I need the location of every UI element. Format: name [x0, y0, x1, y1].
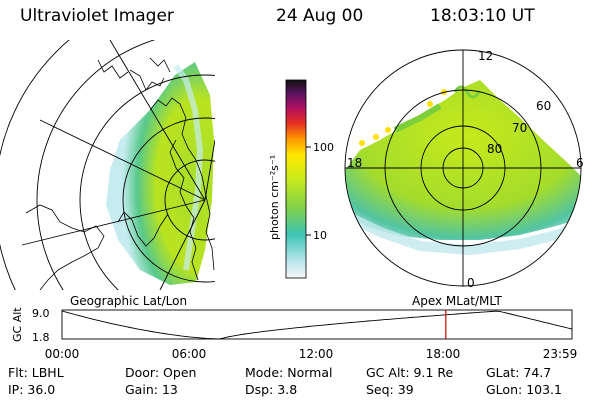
mlt-label-0: 0	[467, 276, 475, 290]
altitude-frame	[61, 309, 573, 340]
polar-grid	[344, 49, 582, 287]
instrument-title: Ultraviolet Imager	[20, 6, 174, 26]
geographic-map	[0, 40, 215, 290]
auroral-oval-geo	[106, 62, 214, 285]
info-glon: GLon: 103.1	[486, 382, 562, 397]
gc-alt-value: 9.1 Re	[413, 365, 454, 380]
mode-value: Normal	[287, 365, 333, 380]
info-seq: Seq: 39	[366, 382, 414, 397]
mlt-label-12: 12	[478, 49, 493, 63]
seq-value: 39	[397, 382, 414, 397]
mlat-label-60: 60	[536, 99, 551, 113]
gain-value: 13	[161, 382, 178, 397]
info-gain: Gain: 13	[125, 382, 178, 397]
header-date: 24 Aug 00	[276, 6, 364, 26]
altitude-curve	[61, 310, 573, 340]
door-value: Open	[163, 365, 197, 380]
mlat-label-80: 80	[487, 142, 502, 156]
colorbar-tick-100: 100	[313, 141, 334, 154]
polar-plot: 12 18 6 0 60 70 80	[344, 49, 584, 290]
time-tick-1200: 12:00	[299, 347, 334, 361]
info-glat: GLat: 74.7	[486, 365, 552, 380]
info-dsp: Dsp: 3.8	[245, 382, 298, 397]
time-tick-1800: 18:00	[426, 347, 461, 361]
mlat-label-70: 70	[512, 121, 527, 135]
colorbar-unit-label: photon cm⁻²s⁻¹	[268, 155, 281, 240]
mlt-label-6: 6	[576, 156, 584, 170]
mlt-label-18: 18	[347, 156, 362, 170]
ip-value: 36.0	[27, 382, 56, 397]
map-grid	[0, 40, 215, 290]
colorbar-tick-10: 10	[313, 229, 327, 242]
time-tick-0000: 00:00	[45, 347, 80, 361]
info-flt: Flt: LBHL	[8, 365, 64, 380]
caption-geographic: Geographic Lat/Lon	[70, 294, 187, 308]
coastlines	[25, 57, 215, 290]
altitude-ytick-high: 9.0	[32, 307, 50, 320]
colorbar: 100 10 photon cm⁻²s⁻¹	[268, 79, 334, 279]
info-mode: Mode: Normal	[245, 365, 333, 380]
time-tick-2359: 23:59	[543, 347, 578, 361]
altitude-ytick-low: 1.8	[32, 331, 50, 344]
altitude-axis-label: GC Alt	[11, 307, 24, 342]
time-tick-0600: 06:00	[172, 347, 207, 361]
dsp-value: 3.8	[277, 382, 298, 397]
auroral-oval-mlt	[345, 80, 581, 240]
info-gc-alt: GC Alt: 9.1 Re	[366, 365, 454, 380]
glat-value: 74.7	[523, 365, 552, 380]
info-door: Door: Open	[125, 365, 197, 380]
info-ip: IP: 36.0	[8, 382, 56, 397]
altitude-strip: GC Alt 9.0 1.8 00:00 06:00 12:00 18:00 2…	[11, 307, 577, 361]
colorbar-gradient	[285, 79, 307, 279]
caption-apex: Apex MLat/MLT	[412, 294, 502, 308]
glon-value: 103.1	[526, 382, 562, 397]
flt-value: LBHL	[31, 365, 64, 380]
header-time: 18:03:10 UT	[430, 6, 535, 26]
